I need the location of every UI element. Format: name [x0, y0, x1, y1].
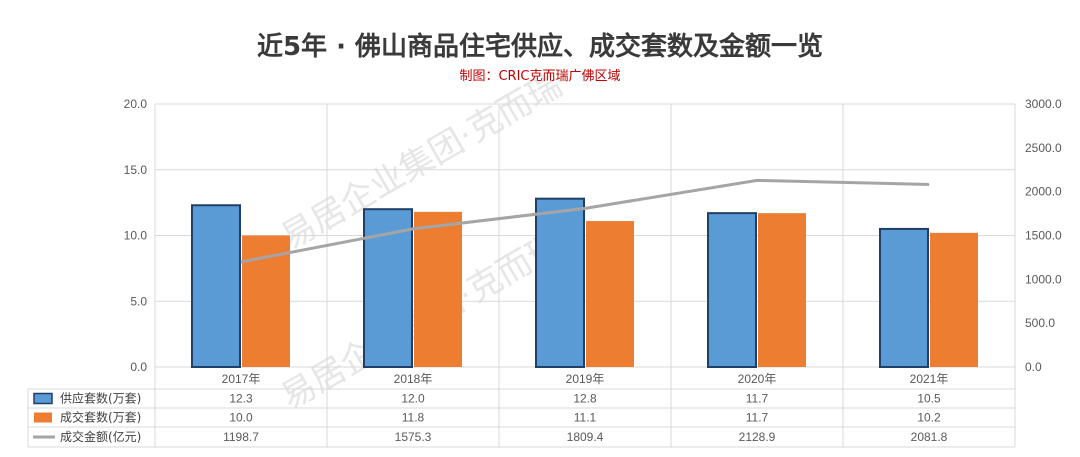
- amount-point: [240, 261, 242, 263]
- chart-subtitle: 制图：CRIC克而瑞广佛区域: [459, 69, 620, 84]
- category-label: 2020年: [738, 372, 777, 386]
- data-label: 10.2: [917, 411, 941, 425]
- supply-bar: [191, 204, 241, 368]
- data-label: 11.7: [746, 392, 769, 406]
- data-label: 1575.3: [395, 430, 432, 444]
- amount-point: [756, 179, 758, 181]
- data-label: 10.0: [229, 411, 253, 425]
- left-tick-label: 5.0: [130, 294, 147, 308]
- data-label: 1198.7: [223, 430, 259, 444]
- data-label: 2128.9: [739, 430, 776, 444]
- data-label: 11.8: [402, 411, 425, 425]
- left-tick-label: 20.0: [124, 97, 148, 111]
- right-tick-label: 1000.0: [1025, 272, 1062, 286]
- legend-key: [33, 392, 53, 405]
- right-tick-label: 3000.0: [1025, 97, 1062, 111]
- category-label: 2017年: [222, 372, 261, 386]
- supply-bar: [535, 197, 585, 368]
- right-tick-label: 2500.0: [1025, 141, 1062, 155]
- amount-point: [412, 228, 414, 230]
- right-tick-label: 2000.0: [1025, 185, 1062, 199]
- category-label: 2021年: [910, 372, 949, 386]
- chart-title: 近5年 · 佛山商品住宅供应、成交套数及金额一览: [257, 31, 823, 62]
- transaction-bar: [758, 213, 806, 367]
- right-tick-label: 1500.0: [1025, 229, 1062, 243]
- data-label: 2081.8: [911, 430, 948, 444]
- data-label: 12.3: [229, 392, 253, 406]
- right-tick-label: 0.0: [1025, 360, 1042, 374]
- data-label: 11.7: [746, 411, 769, 425]
- data-label: 12.8: [573, 392, 597, 406]
- line-series: [240, 178, 930, 264]
- legend-key: [34, 412, 52, 423]
- legend-label: 成交套数(万套): [60, 410, 141, 425]
- category-label: 2018年: [394, 372, 433, 386]
- amount-point: [928, 183, 930, 185]
- right-tick-label: 500.0: [1025, 316, 1055, 330]
- transaction-bar: [930, 232, 978, 367]
- supply-bar: [707, 212, 757, 368]
- bar-series: [191, 197, 978, 368]
- right-axis-ticks: 0.0 500.0 1000.0 1500.0 2000.0 2500.0 3000.0: [1025, 97, 1062, 374]
- transaction-bar: [414, 211, 462, 367]
- amount-point: [584, 207, 586, 209]
- supply-bar: [879, 227, 929, 368]
- data-label: 11.1: [574, 411, 597, 425]
- data-label: 10.5: [917, 392, 941, 406]
- legend-label: 供应套数(万套): [60, 391, 141, 406]
- left-tick-label: 0.0: [130, 360, 147, 374]
- transaction-bar: [586, 221, 634, 367]
- left-axis-ticks: 0.0 5.0 10.0 15.0 20.0: [124, 97, 148, 374]
- legend-label: 成交金额(亿元): [60, 429, 141, 444]
- category-label: 2019年: [566, 372, 605, 386]
- left-tick-label: 15.0: [124, 163, 148, 177]
- left-tick-label: 10.0: [124, 229, 148, 243]
- data-label: 12.0: [401, 392, 425, 406]
- data-label: 1809.4: [567, 430, 604, 444]
